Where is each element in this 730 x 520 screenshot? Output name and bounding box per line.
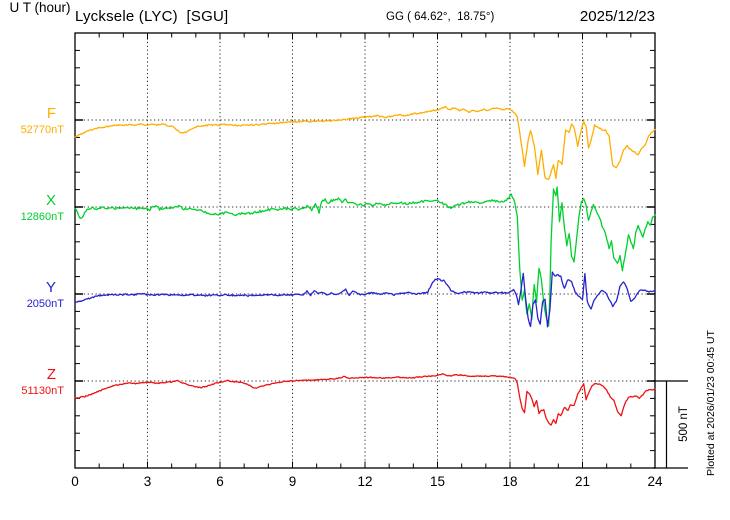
x-tick-label-15: 15	[429, 474, 446, 489]
plot-date: 2025/12/23	[579, 8, 655, 25]
component-baseline-value-X: 12860nT	[20, 211, 64, 223]
x-tick-label-6: 6	[216, 474, 224, 489]
component-letter-Z: Z	[46, 366, 56, 383]
component-baseline-value-F: 52770nT	[20, 124, 64, 136]
component-letter-X: X	[45, 192, 56, 209]
x-tick-label-9: 9	[288, 474, 297, 489]
component-baseline-value-Y: 2050nT	[26, 298, 64, 310]
x-tick-label-0: 0	[71, 474, 79, 489]
scale-bar-label: 500 nT	[678, 406, 690, 442]
component-baseline-value-Z: 51130nT	[21, 385, 64, 397]
trace-Z	[74, 373, 656, 426]
plotted-at-timestamp: Plotted at 2026/01/23 00:45 UT	[705, 330, 717, 476]
trace-X	[74, 186, 656, 327]
x-tick-label-24: 24	[647, 474, 663, 489]
station-title: Lycksele (LYC) [SGU]	[75, 8, 229, 25]
trace-F	[74, 105, 656, 180]
component-letter-Y: Y	[45, 279, 56, 296]
x-tick-label-18: 18	[502, 474, 518, 489]
plot-frame	[74, 32, 656, 469]
x-axis-title: U T (hour)	[9, 0, 71, 15]
x-tick-label-12: 12	[357, 474, 373, 489]
geographic-coordinates: GG ( 64.62°, 18.75°)	[386, 11, 495, 23]
trace-Y	[74, 271, 656, 328]
x-tick-label-21: 21	[574, 474, 591, 489]
component-letter-F: F	[46, 105, 56, 122]
x-tick-label-3: 3	[143, 474, 152, 489]
